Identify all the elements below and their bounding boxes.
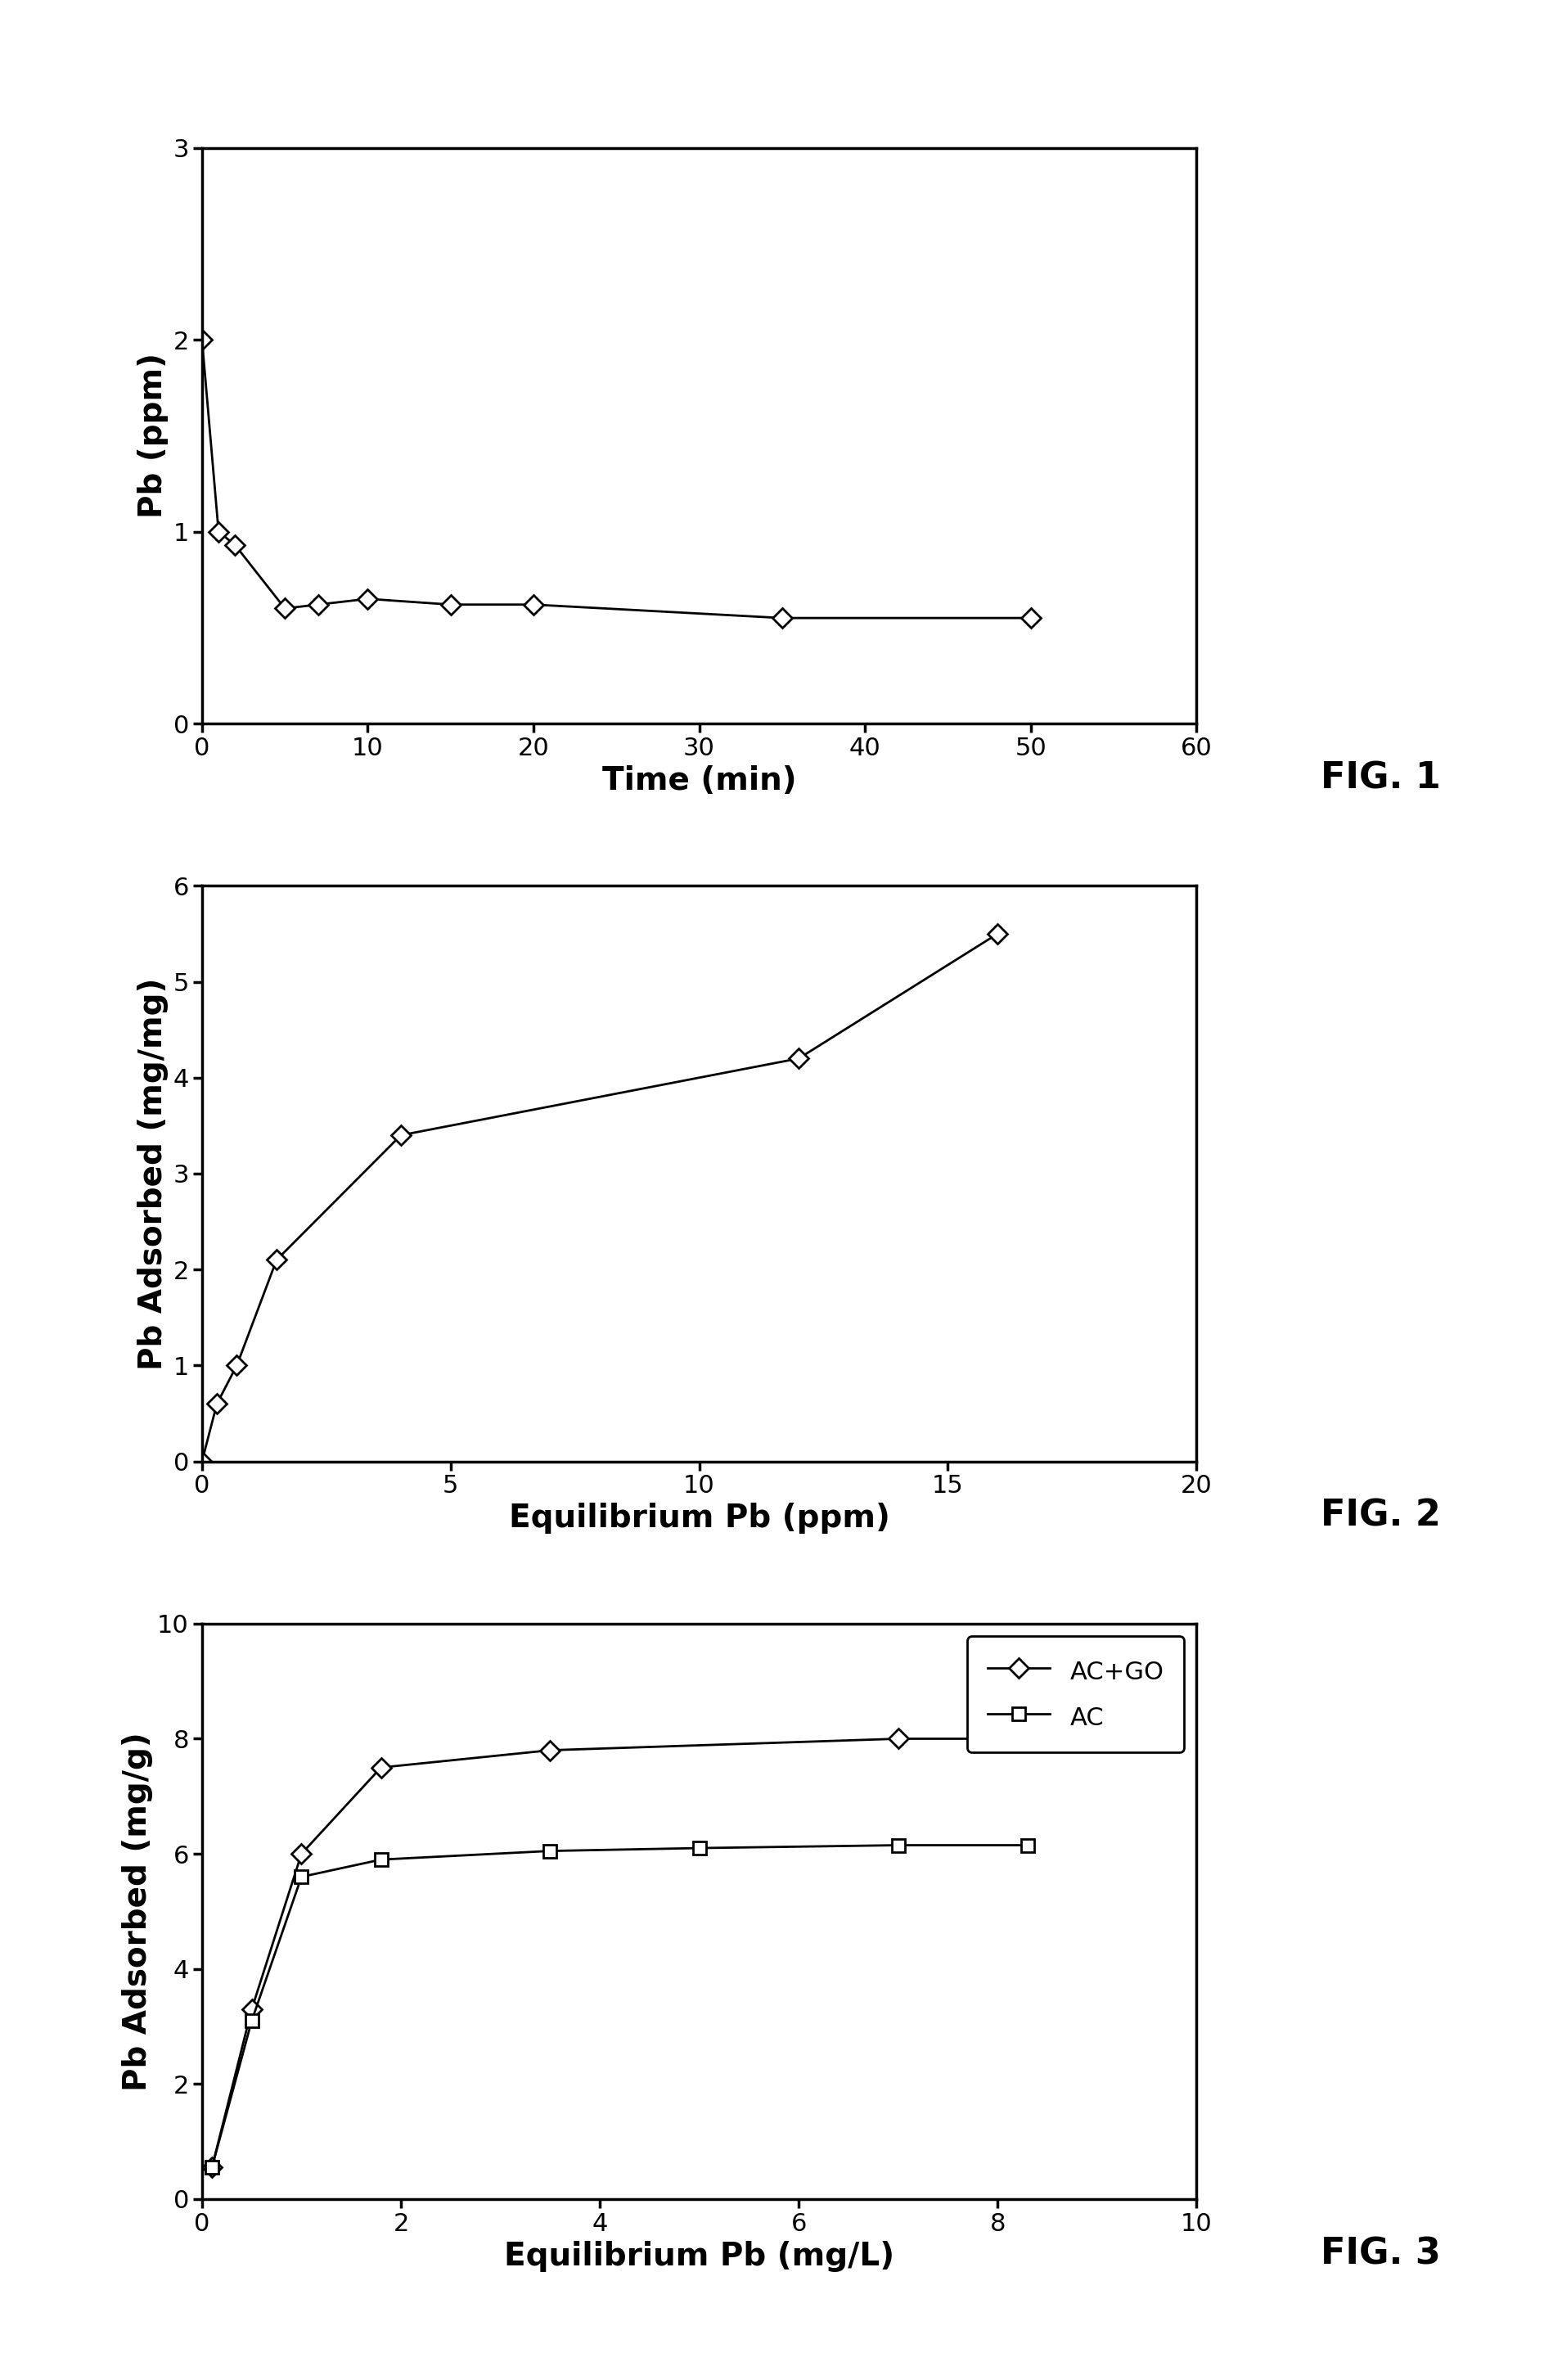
AC xyxy=(292,1864,311,1892)
AC xyxy=(371,1845,390,1873)
Text: FIG. 1: FIG. 1 xyxy=(1320,762,1440,795)
X-axis label: Equilibrium Pb (ppm): Equilibrium Pb (ppm) xyxy=(508,1502,890,1533)
AC xyxy=(1017,1830,1036,1859)
Text: FIG. 2: FIG. 2 xyxy=(1320,1499,1440,1533)
AC xyxy=(888,1830,907,1859)
AC+GO xyxy=(202,2154,221,2182)
AC+GO xyxy=(1017,1725,1036,1754)
Line: AC: AC xyxy=(205,1840,1033,2173)
AC xyxy=(242,2006,261,2035)
AC+GO xyxy=(540,1735,559,1764)
Legend: AC+GO, AC: AC+GO, AC xyxy=(968,1635,1183,1752)
AC+GO xyxy=(242,1994,261,2023)
AC xyxy=(540,1837,559,1866)
AC xyxy=(690,1835,708,1864)
AC+GO xyxy=(292,1840,311,1868)
AC xyxy=(202,2154,221,2182)
X-axis label: Time (min): Time (min) xyxy=(601,764,797,795)
Y-axis label: Pb (ppm): Pb (ppm) xyxy=(137,352,168,519)
AC+GO xyxy=(888,1725,907,1754)
X-axis label: Equilibrium Pb (mg/L): Equilibrium Pb (mg/L) xyxy=(503,2240,895,2271)
Y-axis label: Pb Adsorbed (mg/mg): Pb Adsorbed (mg/mg) xyxy=(137,978,168,1371)
Line: AC+GO: AC+GO xyxy=(205,1733,1034,2175)
AC+GO xyxy=(371,1754,390,1783)
Y-axis label: Pb Adsorbed (mg/g): Pb Adsorbed (mg/g) xyxy=(121,1733,152,2092)
Text: FIG. 3: FIG. 3 xyxy=(1320,2237,1440,2271)
